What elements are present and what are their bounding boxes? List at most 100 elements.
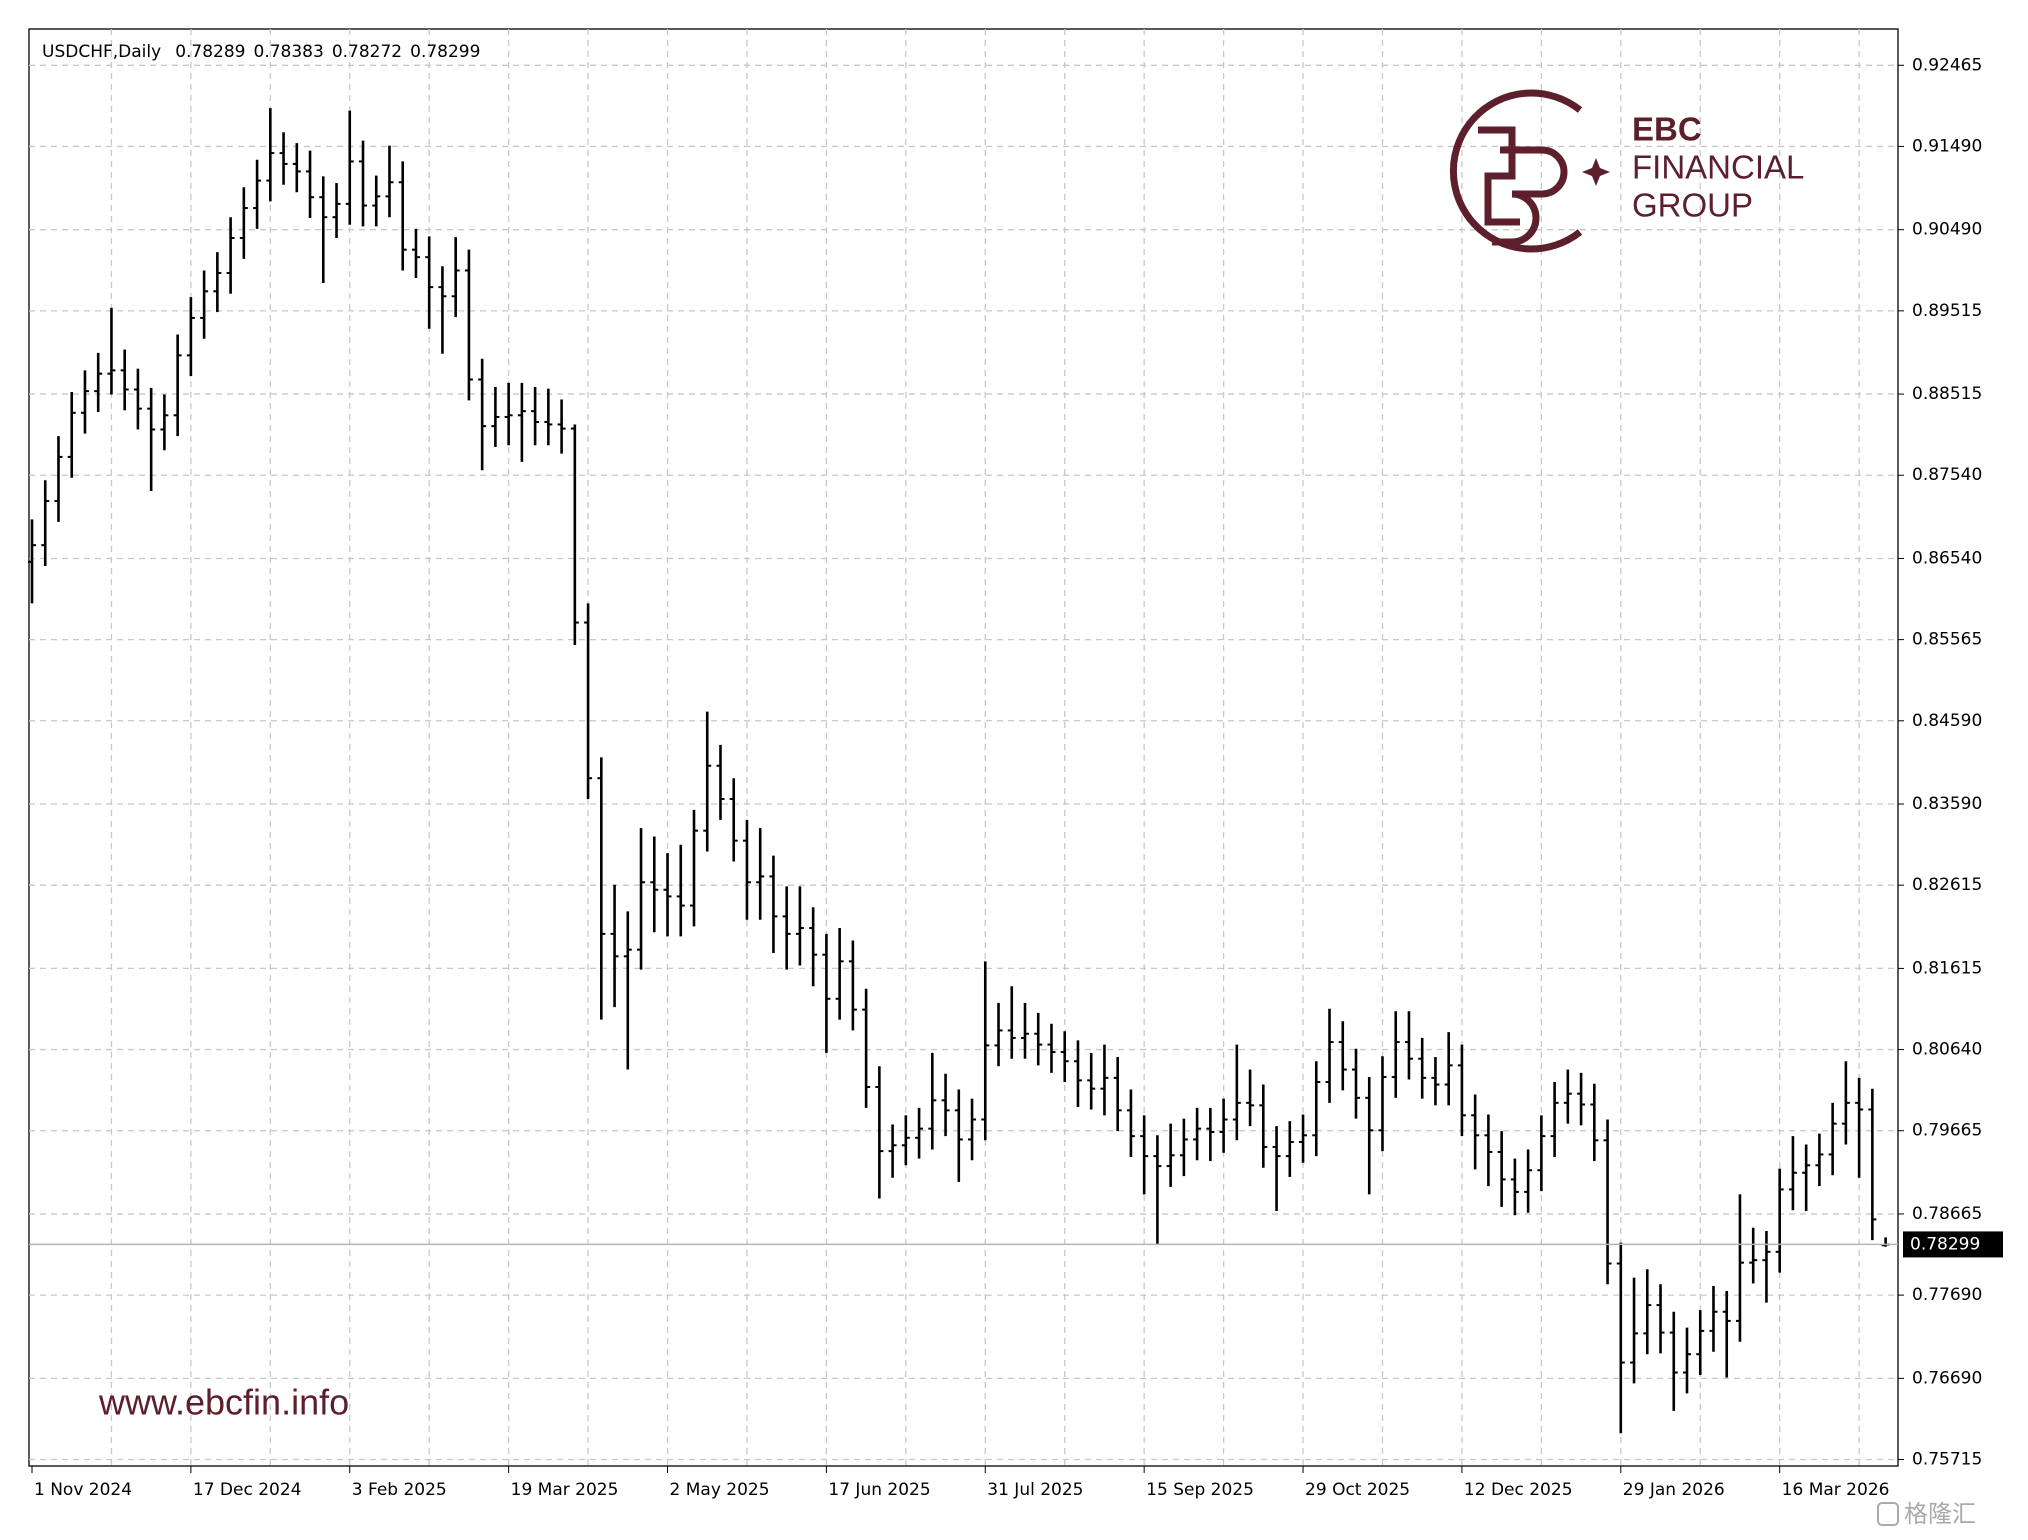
ohlc-bar bbox=[1431, 1057, 1440, 1106]
y-tick-label: 0.88515 bbox=[1912, 384, 1982, 404]
ohlc-bar bbox=[1325, 1008, 1334, 1103]
ohlc-bar bbox=[848, 940, 857, 1031]
watermark: 格隆汇 bbox=[1877, 1500, 1976, 1528]
ohlc-bar bbox=[1338, 1021, 1347, 1091]
ohlc-bar bbox=[200, 270, 209, 339]
ohlc-bar bbox=[968, 1098, 977, 1161]
ohlc-bar bbox=[1153, 1135, 1162, 1245]
ohlc-bar bbox=[359, 140, 367, 227]
ohlc-bar bbox=[1100, 1044, 1109, 1116]
x-tick-label: 29 Jan 2026 bbox=[1623, 1480, 1725, 1500]
ohlc-bar bbox=[332, 183, 341, 239]
logo-mark bbox=[1478, 126, 1568, 246]
open-value: 0.78289 bbox=[175, 42, 245, 62]
ohlc-bar bbox=[901, 1115, 910, 1166]
ohlc-bar bbox=[1272, 1126, 1281, 1212]
logo-text: GROUP bbox=[1632, 187, 1753, 224]
ohlc-bar bbox=[1590, 1083, 1599, 1162]
ohlc-bar bbox=[147, 387, 156, 492]
ohlc-bar bbox=[1709, 1285, 1718, 1352]
logo-star bbox=[1582, 158, 1610, 186]
ohlc-bar bbox=[531, 387, 540, 446]
x-tick-label: 1 Nov 2024 bbox=[34, 1480, 132, 1500]
ohlc-bar bbox=[1471, 1094, 1480, 1170]
ohlc-bar bbox=[160, 394, 169, 451]
ohlc-bar bbox=[133, 368, 142, 430]
ohlc-bar bbox=[994, 1002, 1003, 1067]
y-tick-label: 0.80640 bbox=[1912, 1040, 1982, 1060]
low-value: 0.78272 bbox=[332, 42, 402, 62]
ohlc-bar bbox=[597, 757, 606, 1020]
ohlc-bar bbox=[41, 480, 50, 566]
ohlc-bar bbox=[795, 886, 804, 966]
x-tick-label: 2 May 2025 bbox=[670, 1480, 770, 1500]
y-tick-label: 0.82615 bbox=[1912, 875, 1982, 895]
ohlc-bar bbox=[94, 352, 103, 412]
ohlc-bar bbox=[1312, 1061, 1321, 1157]
ohlc-bar bbox=[1484, 1114, 1493, 1187]
ohlc-bar bbox=[385, 145, 394, 218]
ohlc-bar bbox=[67, 391, 76, 478]
ohlc-bar bbox=[1113, 1057, 1122, 1132]
ohlc-bar bbox=[1802, 1144, 1811, 1212]
ohlc-bar bbox=[875, 1066, 884, 1199]
ohlc-bar bbox=[1285, 1121, 1294, 1177]
ohlc-bar bbox=[1404, 1011, 1413, 1080]
watermark-text: 格隆汇 bbox=[1904, 1500, 1976, 1528]
high-value: 0.78383 bbox=[254, 42, 324, 62]
y-tick-label: 0.79665 bbox=[1912, 1121, 1982, 1141]
ohlc-bar bbox=[862, 988, 871, 1108]
y-tick-label: 0.86540 bbox=[1912, 548, 1982, 568]
ohlc-bar bbox=[1669, 1311, 1678, 1411]
ohlc-bar bbox=[226, 217, 235, 294]
logo-text: FINANCIAL bbox=[1632, 149, 1804, 186]
ohlc-bar bbox=[570, 424, 579, 646]
x-tick-label: 12 Dec 2025 bbox=[1464, 1480, 1573, 1500]
ohlc-bar bbox=[253, 159, 262, 229]
ohlc-bar bbox=[822, 933, 831, 1053]
watermark-icon bbox=[1877, 1502, 1899, 1526]
ohlc-bar bbox=[1126, 1089, 1135, 1157]
ohlc-bar bbox=[703, 711, 712, 852]
ohlc-bar bbox=[888, 1124, 897, 1178]
price-label: 0.78299 bbox=[1910, 1234, 1980, 1254]
ohlc-bar bbox=[1166, 1123, 1175, 1187]
x-tick-label: 16 Mar 2026 bbox=[1782, 1480, 1890, 1500]
ohlc-bar bbox=[1444, 1032, 1453, 1106]
ohlc-bar bbox=[279, 132, 288, 185]
ohlc-bar bbox=[173, 334, 182, 437]
ohlc-bar bbox=[239, 187, 248, 259]
ohlc-bar bbox=[266, 108, 275, 202]
ohlc-bar bbox=[1378, 1056, 1387, 1152]
ohlc-bar bbox=[398, 161, 407, 271]
ohlc-bar bbox=[1577, 1072, 1586, 1126]
ohlc-bar bbox=[690, 809, 698, 927]
y-tick-label: 0.75715 bbox=[1912, 1450, 1982, 1470]
y-tick-label: 0.78665 bbox=[1912, 1204, 1982, 1224]
close-value: 0.78299 bbox=[410, 42, 480, 62]
ohlc-bar bbox=[623, 911, 632, 1070]
ohlc-bar bbox=[1021, 1002, 1029, 1059]
grid bbox=[29, 29, 1898, 1466]
ohlc-bar bbox=[716, 744, 725, 820]
ohlc-bar bbox=[1643, 1269, 1652, 1355]
plot-frame bbox=[28, 28, 1899, 1467]
x-tick-label: 17 Dec 2024 bbox=[193, 1480, 302, 1500]
ohlc-bar bbox=[451, 237, 460, 318]
ohlc-bar bbox=[1815, 1133, 1824, 1187]
ohlc-bar bbox=[928, 1052, 937, 1150]
ohlc-bar bbox=[1418, 1037, 1427, 1099]
ohlc-bar bbox=[1775, 1168, 1784, 1273]
ohlc-bar bbox=[954, 1089, 963, 1182]
ohlc-bar bbox=[1206, 1107, 1215, 1162]
ohlc-bar bbox=[1219, 1098, 1228, 1153]
y-tick-label: 0.92465 bbox=[1912, 55, 1982, 75]
y-tick-label: 0.91490 bbox=[1912, 136, 1982, 156]
ohlc-bar bbox=[186, 297, 195, 377]
ohlc-bar bbox=[345, 110, 354, 225]
ohlc-bar bbox=[981, 961, 990, 1141]
ohlc-bar bbox=[1735, 1194, 1744, 1342]
ohlc-bar bbox=[438, 266, 447, 354]
ohlc-bar bbox=[1616, 1242, 1625, 1434]
